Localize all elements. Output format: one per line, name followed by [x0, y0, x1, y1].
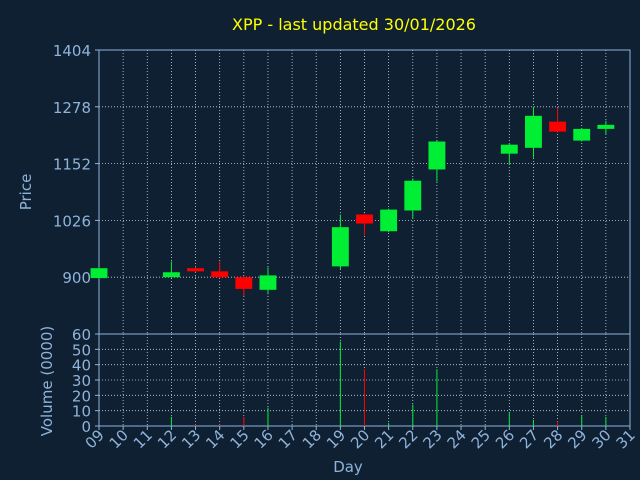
candle-body: [235, 277, 253, 289]
volume-bar: [339, 341, 341, 426]
volume-bar: [581, 415, 583, 426]
candle-body: [331, 227, 349, 267]
volume-bar: [170, 416, 172, 426]
y-tick-label: 30: [72, 372, 91, 390]
x-axis-label: Day: [333, 458, 363, 476]
candle-body: [90, 268, 108, 279]
candle-body: [597, 124, 615, 129]
volume-bar: [243, 416, 245, 426]
y-tick-label: 900: [62, 269, 91, 287]
volume-bar: [388, 422, 390, 426]
volume-bar: [267, 407, 269, 426]
x-tick-label: 18: [299, 426, 325, 452]
volume-bar: [508, 412, 510, 426]
x-tick-label: 11: [130, 426, 156, 452]
y-tick-label: 10: [72, 403, 91, 421]
x-tick-label: 20: [347, 426, 373, 452]
candle-body: [404, 180, 422, 211]
y-tick-label: 1026: [53, 212, 91, 230]
x-tick-label: 21: [371, 426, 397, 452]
y-tick-label: 1152: [53, 156, 91, 174]
x-tick-label: 27: [516, 426, 542, 452]
x-tick-label: 24: [444, 426, 470, 452]
x-tick-label: 10: [106, 426, 132, 452]
candle-body: [428, 141, 446, 170]
volume-bar: [532, 419, 534, 426]
chart-title: XPP - last updated 30/01/2026: [232, 15, 476, 34]
x-tick-label: 14: [202, 426, 228, 452]
candle-body: [259, 275, 277, 290]
volume-bar: [195, 424, 197, 426]
volume-bar: [219, 424, 221, 426]
y-axis-label: Price: [17, 174, 35, 211]
x-tick-label: 31: [613, 426, 639, 452]
candle-body: [380, 209, 398, 232]
volume-bar: [364, 369, 365, 426]
candle-body: [211, 271, 229, 278]
x-tick-label: 25: [468, 426, 494, 452]
candle-body: [525, 115, 542, 148]
x-tick-label: 29: [564, 426, 590, 452]
y-tick-label: 50: [72, 341, 91, 359]
y-tick-label: 20: [72, 387, 91, 405]
x-tick-label: 22: [395, 426, 421, 452]
x-tick-label: 16: [251, 426, 277, 452]
x-tick-label: 19: [323, 426, 349, 452]
x-tick-label: 12: [154, 426, 180, 452]
candle-body: [356, 214, 373, 224]
candle-body: [573, 128, 591, 141]
y-tick-label: 1278: [53, 99, 91, 117]
candle-body: [162, 272, 180, 278]
x-tick-label: 28: [540, 426, 566, 452]
candle-body: [500, 144, 518, 154]
x-tick-label: 23: [420, 426, 446, 452]
y-tick-label: 60: [72, 326, 91, 344]
x-tick-label: 13: [178, 426, 204, 452]
y-tick-label: 0: [81, 418, 91, 436]
y-tick-label: 40: [72, 357, 91, 375]
candle-body: [549, 121, 567, 132]
x-tick-label: 26: [492, 426, 518, 452]
volume-bar: [557, 421, 559, 426]
x-tick-label: 15: [226, 426, 252, 452]
candle-body: [187, 268, 204, 272]
x-tick-label: 17: [275, 426, 301, 452]
volume-bar: [412, 404, 414, 426]
y-axis-label: Volume (0000): [38, 326, 56, 436]
volume-bar: [436, 369, 438, 426]
y-tick-label: 1404: [53, 42, 91, 60]
volume-bar: [605, 416, 607, 426]
x-tick-label: 30: [588, 426, 614, 452]
